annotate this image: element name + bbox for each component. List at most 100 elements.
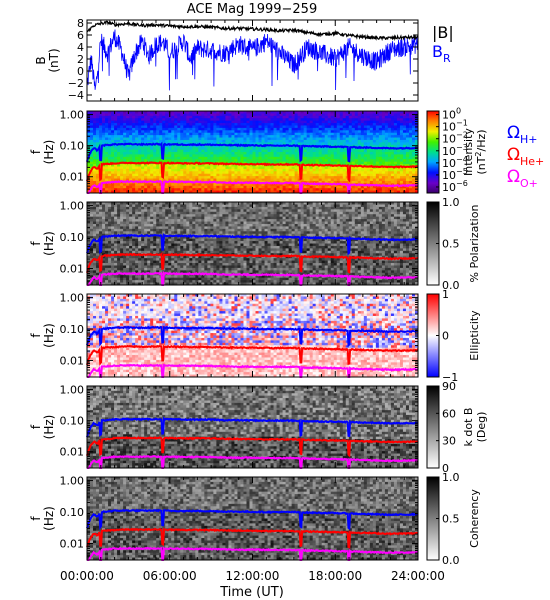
spectrogram-cell	[186, 159, 190, 163]
spectrogram-cell	[348, 115, 353, 119]
spectrogram-cell	[144, 139, 148, 143]
spectrogram-cell	[399, 144, 404, 148]
spectrogram-cell	[297, 137, 302, 141]
spectrogram-cell	[204, 111, 208, 114]
spectrogram-cell	[144, 120, 148, 124]
spectrogram-cell	[237, 113, 241, 117]
spectrogram-cell	[153, 231, 157, 235]
spectrogram-cell	[264, 130, 268, 134]
spectrogram-cell	[165, 173, 169, 177]
spectrogram-cell	[93, 250, 97, 254]
spectrogram-cell	[159, 168, 163, 172]
spectrogram-cell	[210, 183, 214, 187]
spectrogram-cell	[363, 173, 368, 177]
spectrogram-cell	[147, 270, 151, 274]
spectrogram-cell	[117, 178, 121, 182]
spectrogram-cell	[411, 185, 416, 189]
spectrogram-cell	[318, 156, 323, 160]
spectrogram-cell	[96, 253, 100, 257]
spectrogram-cell	[390, 120, 395, 124]
spectrogram-cell	[123, 125, 127, 129]
spectrogram-cell	[153, 168, 157, 172]
spectrogram-cell	[174, 211, 178, 215]
spectrogram-cell	[309, 149, 314, 153]
spectrogram-cell	[210, 144, 214, 148]
spectrogram-cell	[261, 113, 265, 117]
spectrogram-cell	[159, 111, 163, 114]
spectrogram-cell	[234, 111, 238, 114]
spectrogram-cell	[213, 115, 217, 119]
spectrogram-cell	[342, 171, 347, 175]
spectrogram-cell	[330, 159, 335, 163]
spectrogram-cell	[162, 206, 166, 210]
spectrogram-cell	[300, 118, 305, 122]
spectrogram-cell	[138, 221, 142, 225]
spectrogram-cell	[402, 130, 407, 134]
spectrogram-cell	[159, 154, 163, 158]
spectrogram-cell	[402, 171, 407, 175]
spectrogram-cell	[168, 147, 172, 150]
spectrogram-cell	[99, 255, 103, 259]
spectrogram-cell	[411, 111, 416, 114]
spectrogram-cell	[369, 130, 374, 134]
spectrogram-cell	[180, 185, 184, 189]
spectrogram-cell	[240, 168, 244, 172]
spectrogram-cell	[333, 127, 338, 131]
spectrogram-cell	[168, 166, 172, 170]
spectrogram-cell	[165, 137, 169, 141]
spectrogram-cell	[240, 164, 244, 167]
spectrogram-cell	[219, 171, 223, 175]
spectrogram-cell	[132, 211, 136, 215]
spectrogram-cell	[315, 132, 320, 136]
spectrogram-cell	[294, 152, 299, 155]
spectrogram-cell	[150, 120, 154, 124]
spectrogram-cell	[258, 183, 262, 187]
spectrogram-cell	[333, 156, 338, 160]
spectrogram-cell	[408, 130, 413, 134]
spectrogram-cell	[174, 144, 178, 148]
spectrogram-cell	[114, 120, 118, 124]
spectrogram-cell	[186, 156, 190, 160]
spectrogram-cell	[90, 180, 94, 184]
spectrogram-cell	[126, 137, 130, 141]
spectrogram-cell	[324, 139, 329, 143]
spectrogram-cell	[234, 176, 238, 179]
spectrogram-cell	[255, 111, 259, 114]
spectrogram-cell	[390, 113, 395, 117]
spectrogram-cell	[147, 144, 151, 148]
spectrogram-cell	[141, 113, 145, 117]
spectrogram-cell	[171, 123, 175, 126]
spectrogram-cell	[129, 258, 133, 261]
spectrogram-cell	[174, 228, 178, 232]
spectrogram-cell	[159, 127, 163, 131]
spectrogram-cell	[351, 125, 356, 129]
spectrogram-cell	[288, 149, 293, 153]
spectrogram-cell	[180, 154, 184, 158]
spectrogram-cell	[87, 127, 91, 131]
spectrogram-cell	[105, 277, 109, 281]
spectrogram-cell	[114, 206, 118, 210]
spectrogram-cell	[216, 185, 220, 189]
spectrogram-cell	[165, 125, 169, 129]
spectrogram-cell	[105, 135, 109, 138]
spectrogram-cell	[132, 228, 136, 232]
spectrogram-cell	[96, 144, 100, 148]
spectrogram-cell	[396, 135, 401, 138]
spectrogram-cell	[315, 161, 320, 165]
spectrogram-cell	[168, 245, 172, 249]
spectrogram-cell	[405, 111, 410, 114]
spectrogram-cell	[93, 132, 97, 136]
spectrogram-cell	[174, 209, 178, 213]
spectrogram-cell	[243, 135, 247, 138]
spectrogram-cell	[291, 173, 296, 177]
spectrogram-cell	[96, 154, 100, 158]
spectrogram-cell	[177, 171, 181, 175]
spectrogram-cell	[405, 127, 410, 131]
spectrogram-cell	[147, 211, 151, 215]
spectrogram-cell	[108, 214, 112, 218]
spectrogram-cell	[147, 185, 151, 189]
spectrogram-cell	[123, 111, 127, 114]
spectrogram-cell	[132, 149, 136, 153]
spectrogram-cell	[234, 123, 238, 126]
spectrogram-cell	[141, 219, 145, 222]
